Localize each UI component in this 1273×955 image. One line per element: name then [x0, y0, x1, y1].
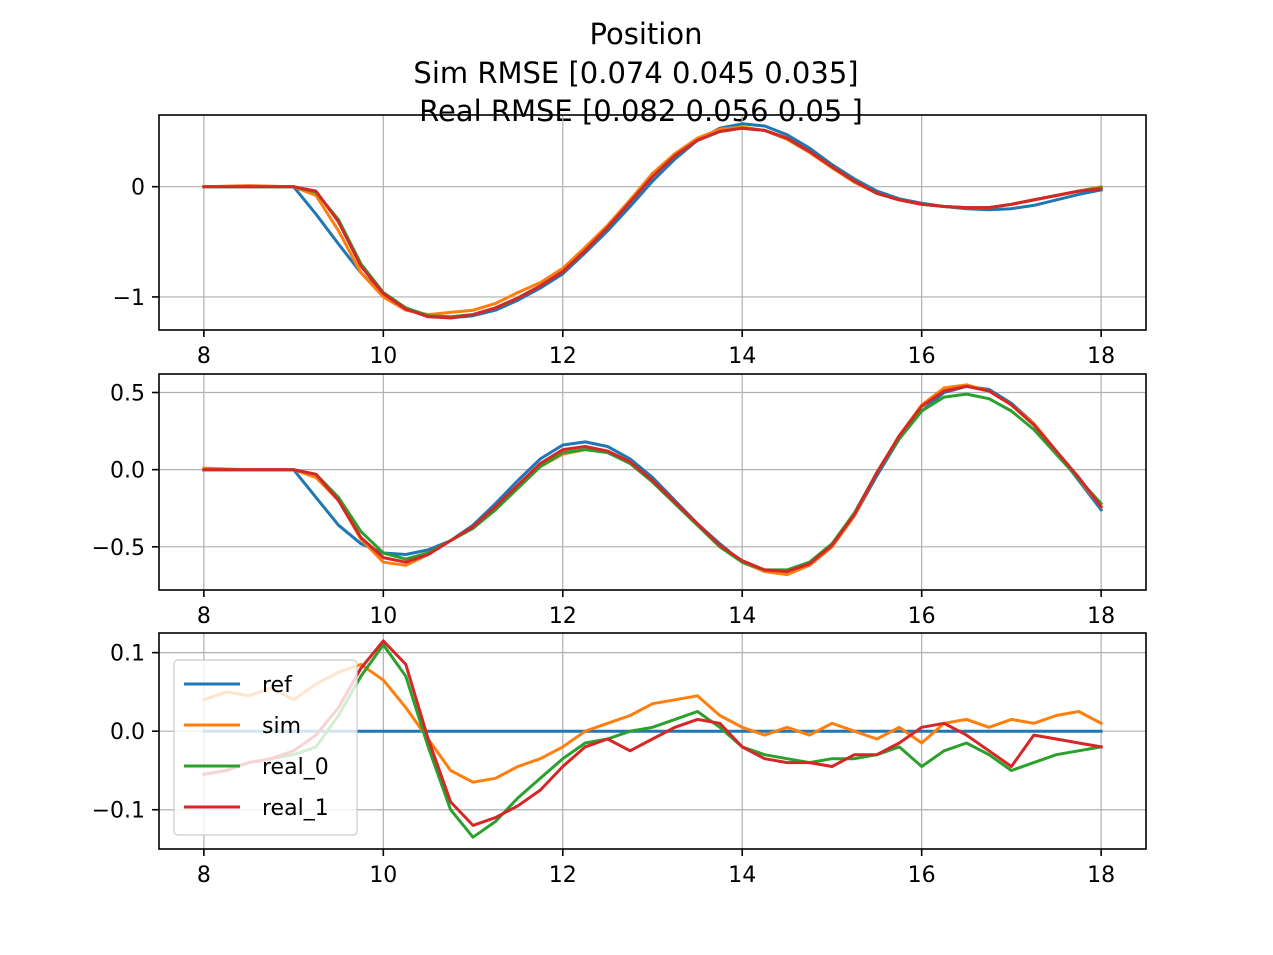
y-tick-label: −1	[113, 286, 145, 311]
y-tick-label: 0.0	[110, 720, 145, 745]
x-tick-label: 14	[728, 863, 756, 888]
legend-label-sim: sim	[262, 714, 301, 739]
x-tick-label: 16	[908, 863, 936, 888]
x-tick-label: 12	[549, 863, 577, 888]
x-tick-label: 16	[908, 604, 936, 629]
x-tick-label: 10	[369, 604, 397, 629]
axes-frame	[158, 373, 1147, 591]
x-tick-label: 8	[197, 344, 211, 369]
y-tick-label: 0	[131, 176, 145, 201]
x-tick-label: 14	[728, 604, 756, 629]
subplot-3: 8 10 12 14 16 18 0.1 0.0 −0.1 ref sim real_0 real_1	[92, 632, 1147, 888]
legend: ref sim real_0 real_1	[173, 659, 358, 836]
title-line-2: Sim RMSE [0.074 0.045 0.035]	[413, 56, 858, 90]
title-line-1: Position	[590, 17, 703, 51]
subplot-1: 8 10 12 14 16 18 0 −1	[113, 114, 1147, 369]
x-tick-label: 16	[908, 344, 936, 369]
y-tick-label: −0.5	[92, 536, 145, 561]
y-tick-label: 0.5	[110, 382, 145, 407]
x-tick-label: 8	[197, 863, 211, 888]
y-tick-label: 0.0	[110, 459, 145, 484]
x-tick-label: 18	[1087, 863, 1115, 888]
x-tick-label: 10	[369, 863, 397, 888]
figure-title: Position Sim RMSE [0.074 0.045 0.035] Re…	[413, 17, 862, 128]
axes-frame	[158, 114, 1147, 331]
x-tick-label: 10	[369, 344, 397, 369]
y-tick-label: −0.1	[92, 799, 145, 824]
legend-frame	[173, 659, 358, 836]
axes-frame	[158, 632, 1147, 850]
series-line-real_1-panel-2	[202, 384, 1104, 573]
subplot-2: 8 10 12 14 16 18 0.5 0.0 −0.5	[92, 373, 1147, 629]
y-tick-label: 0.1	[110, 642, 145, 667]
x-tick-label: 8	[197, 604, 211, 629]
legend-label-real_0: real_0	[262, 755, 329, 780]
title-line-3: Real RMSE [0.082 0.056 0.05 ]	[419, 94, 863, 128]
legend-label-ref: ref	[262, 673, 293, 698]
legend-label-real_1: real_1	[262, 796, 329, 821]
x-tick-label: 12	[549, 344, 577, 369]
x-tick-label: 12	[549, 604, 577, 629]
x-tick-label: 18	[1087, 604, 1115, 629]
series-line-real_1-panel-1	[202, 126, 1103, 320]
x-tick-label: 14	[728, 344, 756, 369]
x-tick-label: 18	[1087, 344, 1115, 369]
